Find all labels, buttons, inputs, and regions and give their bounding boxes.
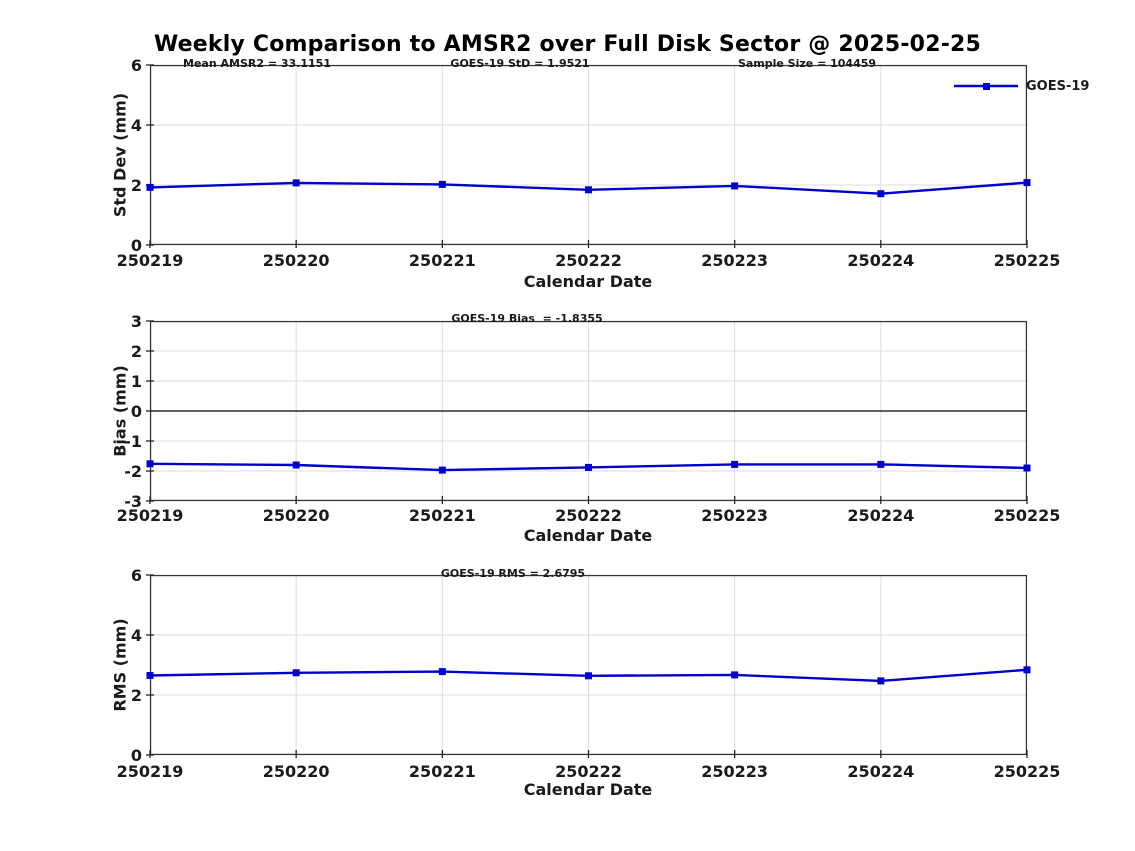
x-tick-label: 250219 [116,251,184,270]
x-tick-label: 250220 [262,762,330,781]
x-tick-label: 250220 [262,506,330,525]
x-tick-label: 250222 [555,762,622,781]
x-tick-label: 250224 [847,762,915,781]
data-point [585,463,592,471]
y-tick-label: 6 [130,566,142,585]
annotation-goes19-rms: GOES-19 RMS = 2.6795 [440,567,586,580]
data-point [877,677,885,685]
data-point [731,460,739,468]
x-tick-label: 250223 [701,251,769,270]
x-tick-label: 250221 [408,251,476,270]
annotation-goes19-std: GOES-19 StD = 1.9521 [450,57,590,70]
y-tick-label: 2 [130,176,142,195]
x-tick-label: 250222 [555,251,622,270]
data-point [438,180,446,188]
x-tick-label: 250221 [408,506,476,525]
y-tick-label: 3 [130,312,142,331]
x-axis-label: Calendar Date [523,780,653,799]
rms-plot-area [146,574,1031,758]
x-tick-label: 250222 [555,506,622,525]
data-point [1023,179,1031,187]
data-point [1023,464,1031,472]
data-point [292,461,300,469]
x-tick-label: 250225 [993,251,1061,270]
figure-title: Weekly Comparison to AMSR2 over Full Dis… [153,32,982,57]
x-tick-label: 250219 [116,506,184,525]
y-tick-label: 0 [130,402,142,421]
data-point [731,671,739,679]
y-tick-label: 4 [130,626,142,645]
data-point [146,672,154,679]
y-tick-label: 2 [130,686,142,705]
x-tick-label: 250225 [993,506,1061,525]
legend-line-sample [954,83,1018,90]
data-point [438,668,446,676]
data-point [585,186,592,194]
y-tick-label: 6 [130,56,142,75]
y-tick-label: 2 [130,342,142,361]
x-tick-label: 250225 [993,762,1061,781]
x-tick-label: 250221 [408,762,476,781]
x-tick-label: 250224 [847,506,915,525]
y-tick-label: -1 [124,432,142,451]
x-tick-label: 250223 [701,506,769,525]
data-point [877,460,885,468]
x-axis-label: Calendar Date [523,272,653,291]
x-tick-label: 250224 [847,251,915,270]
annotation-sample-size: Sample Size = 104459 [737,57,877,70]
x-tick-label: 250220 [262,251,330,270]
legend: GOES-19 [953,77,1089,95]
x-tick-label: 250223 [701,762,769,781]
y-tick-label: 0 [130,236,142,255]
bias-plot-area [146,320,1031,504]
data-point [877,190,885,198]
data-point [146,460,154,468]
y-tick-label: 1 [130,372,142,391]
annotation-goes19-bias: GOES-19 Bias = -1.8355 [451,312,603,325]
annotation-mean-amsr2: Mean AMSR2 = 33.1151 [183,57,331,70]
data-point [292,179,300,187]
std-dev-plot-area [146,64,1031,248]
data-point [292,669,300,677]
data-point [438,466,446,474]
y-tick-label: 4 [130,116,142,135]
x-tick-label: 250219 [116,762,184,781]
data-point [1023,666,1031,674]
legend-marker-icon [983,83,990,90]
x-axis-label: Calendar Date [523,526,653,545]
y-tick-label: -3 [124,492,142,511]
legend-label: GOES-19 [1026,78,1090,94]
y-axis-label-std-dev: Std Dev (mm) [110,92,130,218]
y-tick-label: 0 [130,746,142,765]
data-point [731,182,739,190]
data-point [585,672,592,680]
data-point [146,183,154,191]
y-tick-label: -2 [124,462,142,481]
